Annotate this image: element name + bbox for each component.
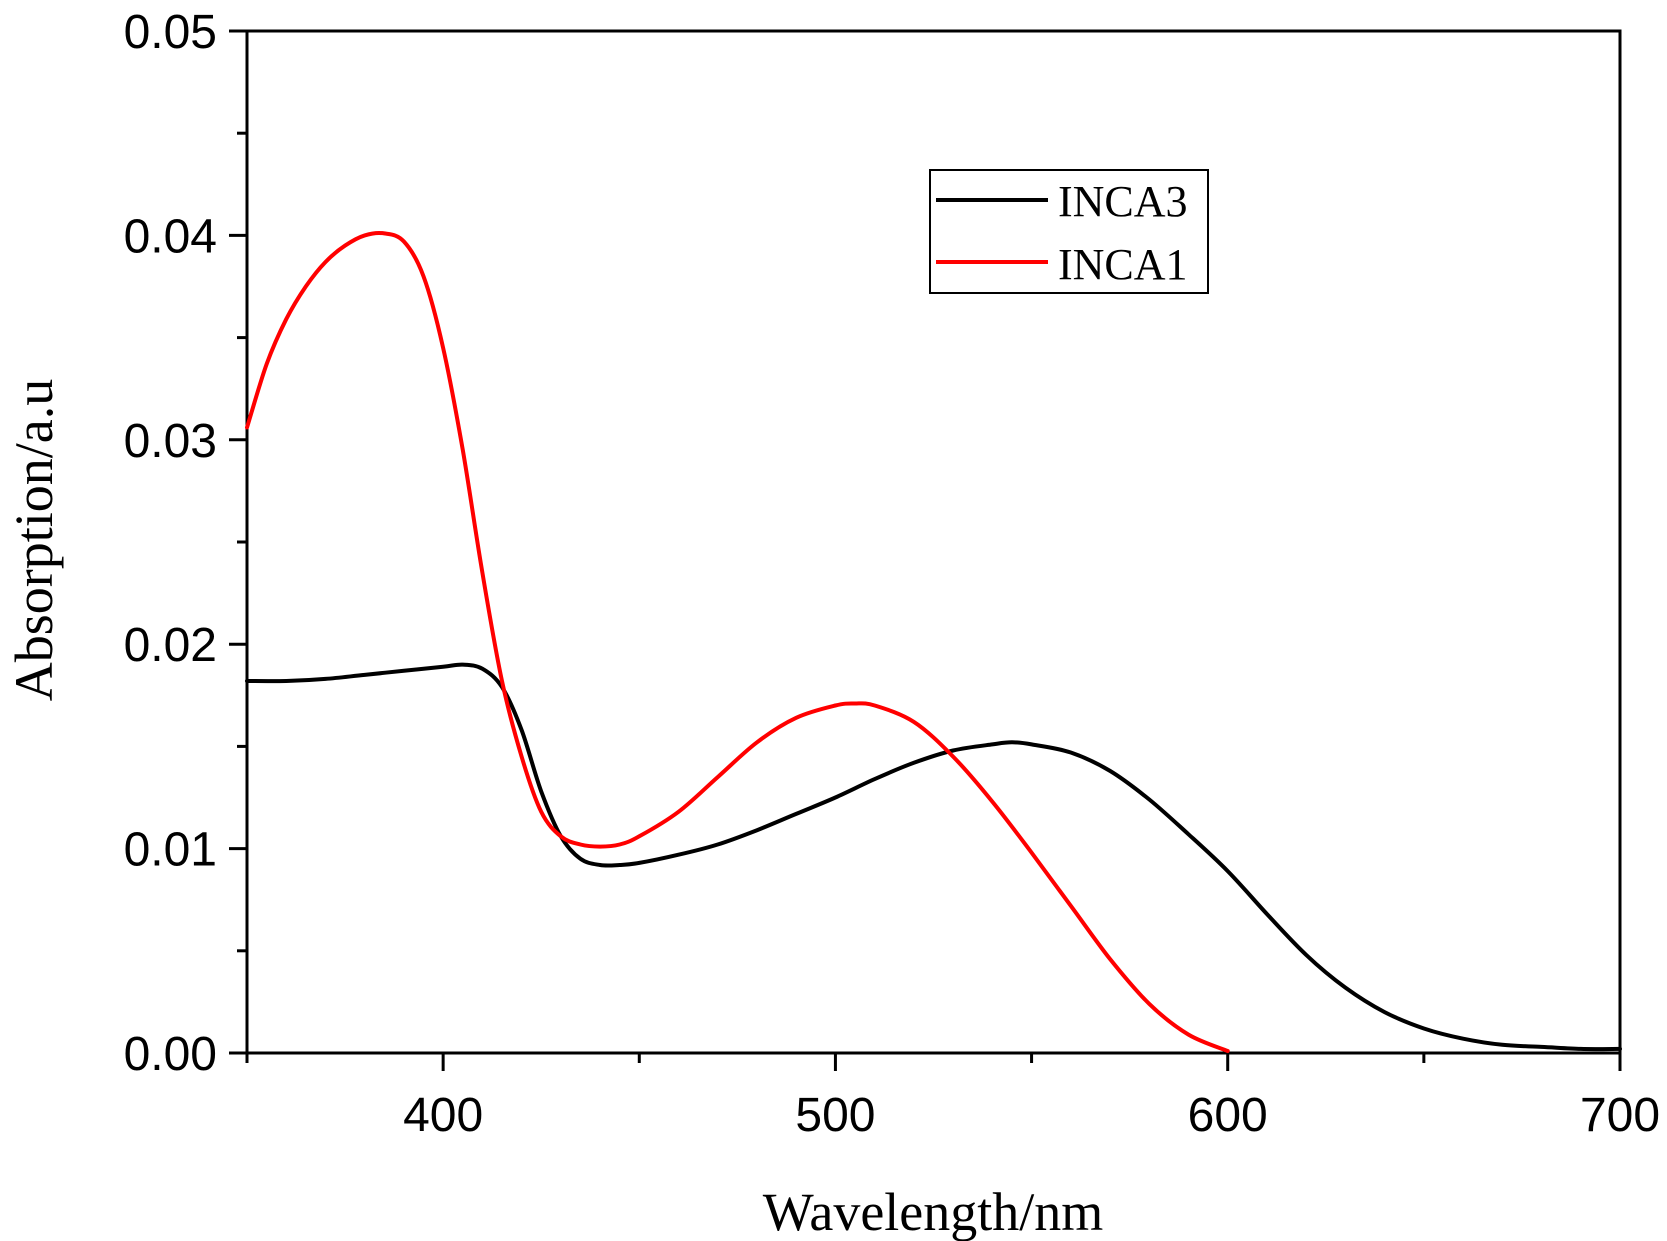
y-tick-label: 0.05 — [124, 6, 217, 59]
axis-tick-labels: 400 500 600 700 0.00 0.01 0.02 0.03 0.04 0.05 — [124, 6, 1660, 1142]
series-lines — [245, 230, 1622, 1053]
legend-label-inca1: INCA1 — [1058, 240, 1188, 289]
x-tick-label: 500 — [795, 1089, 875, 1142]
series-line-inca1 — [245, 230, 1230, 1053]
legend: INCA3 INCA1 — [929, 169, 1209, 294]
legend-label-inca3: INCA3 — [1058, 177, 1188, 226]
y-tick-label: 0.01 — [124, 824, 217, 877]
x-axis-title: Wavelength/nm — [763, 1182, 1104, 1241]
y-axis-title: Absorption/a.u — [4, 379, 64, 701]
x-tick-label: 400 — [403, 1089, 483, 1142]
axis-ticks — [229, 29, 1622, 1071]
y-tick-label: 0.00 — [124, 1028, 217, 1081]
legend-box — [929, 169, 1209, 294]
y-tick-label: 0.02 — [124, 619, 217, 672]
y-tick-label: 0.03 — [124, 415, 217, 468]
x-tick-label: 600 — [1188, 1089, 1268, 1142]
y-tick-label: 0.04 — [124, 210, 217, 263]
x-tick-label: 700 — [1580, 1089, 1660, 1142]
series-line-inca3 — [245, 662, 1622, 1052]
